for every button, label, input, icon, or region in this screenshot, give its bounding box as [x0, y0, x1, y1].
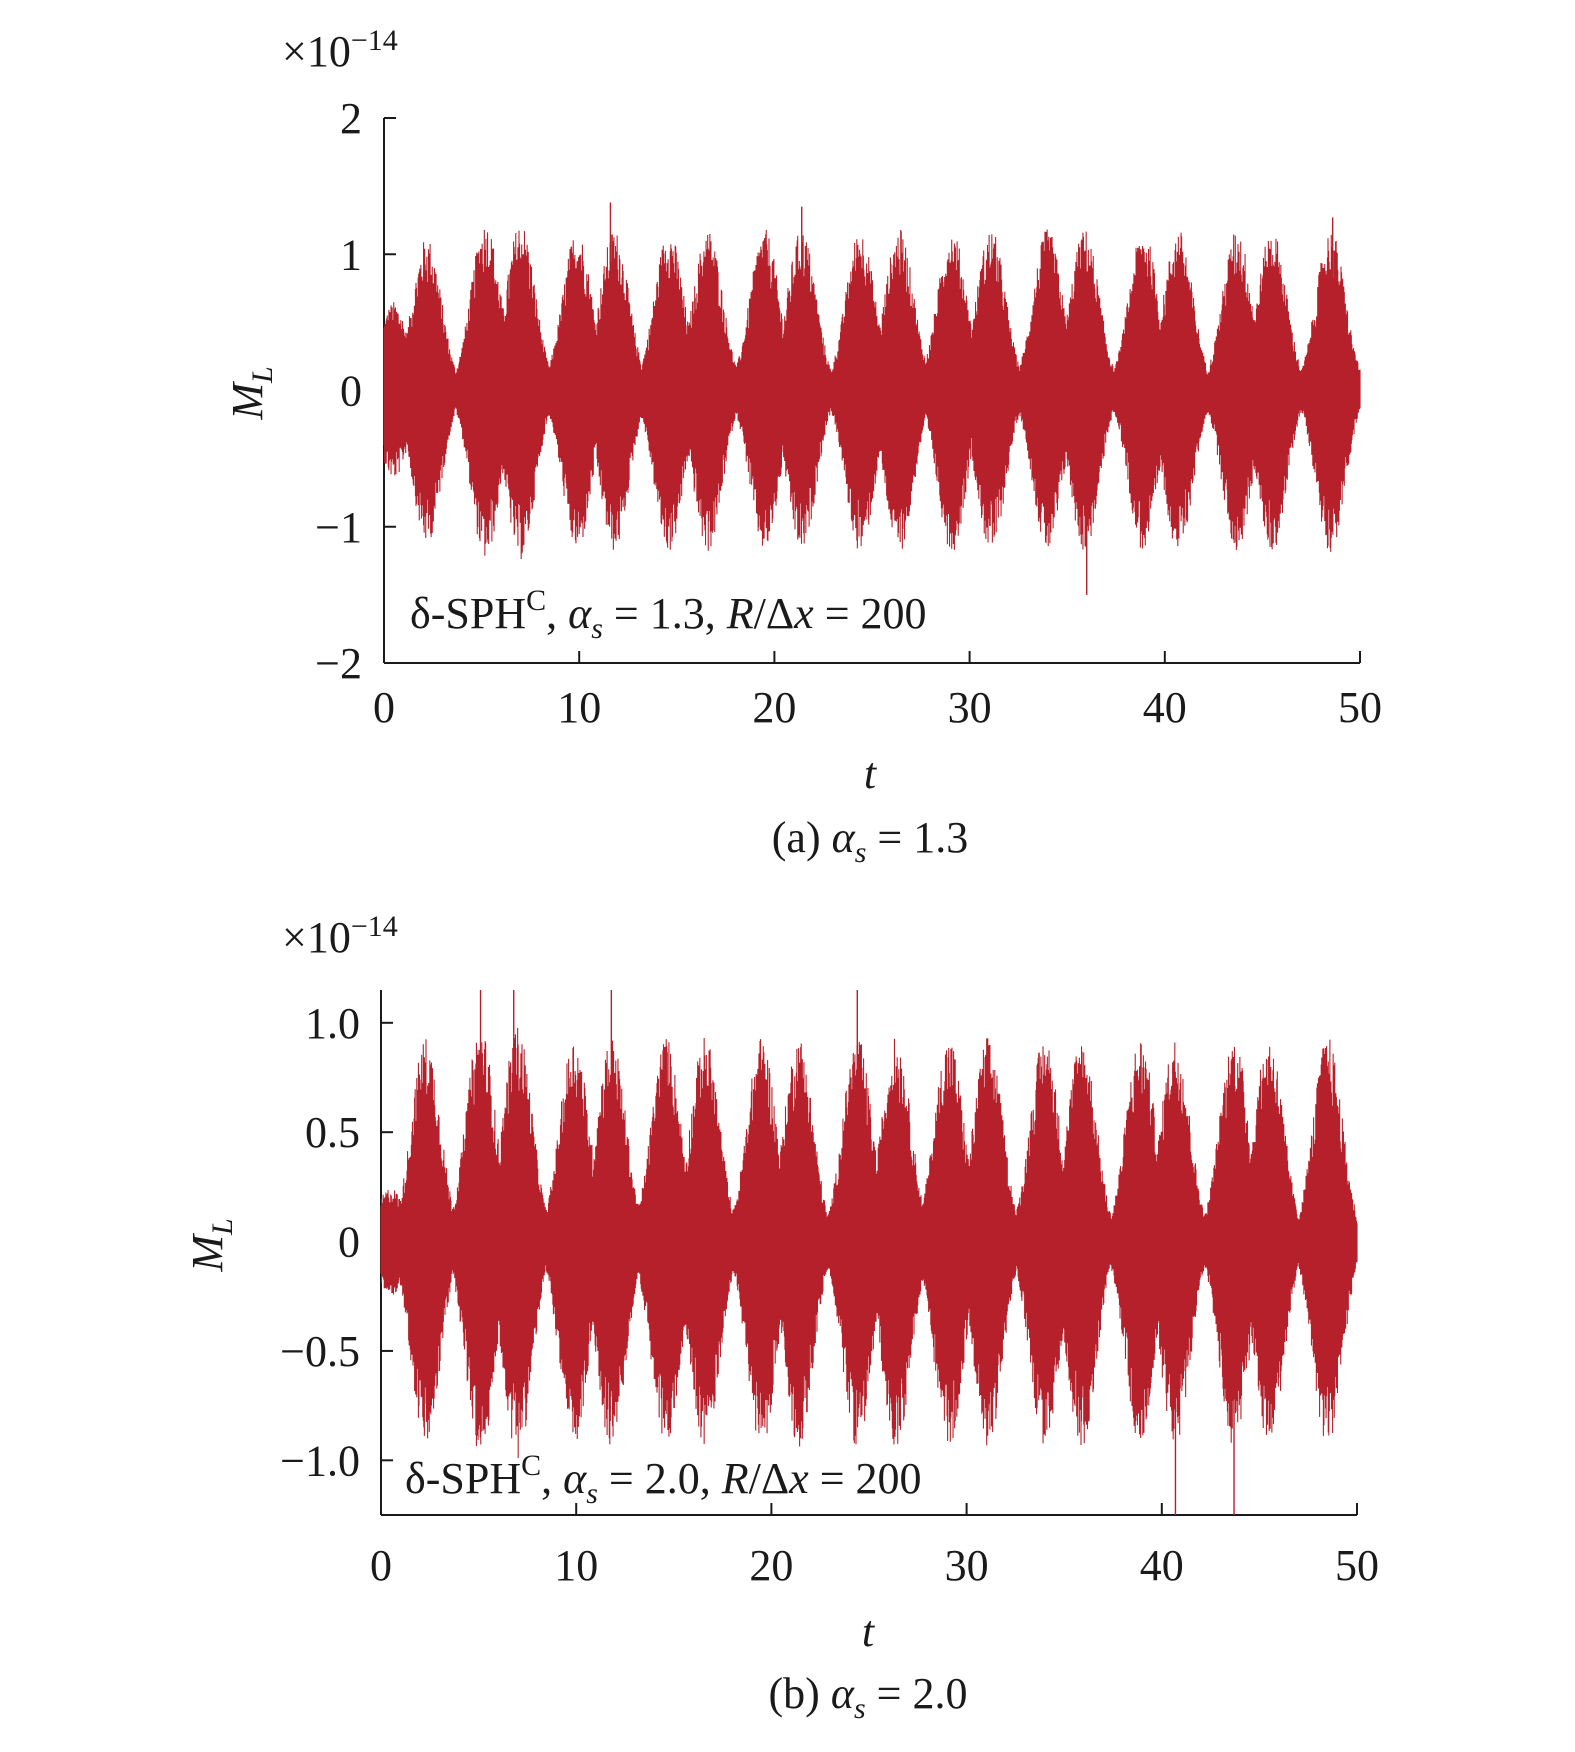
y-tick-label: 0 — [340, 367, 362, 416]
x-tick-label: 0 — [370, 1541, 392, 1590]
series-ml-a — [383, 202, 1361, 595]
x-tick-label: 10 — [557, 683, 601, 732]
annotation-a: δ-SPHC, αs = 1.3, R/Δx = 200 — [410, 584, 927, 645]
series-line — [380, 1027, 1358, 1458]
caption-a: (a) αs = 1.3 — [772, 813, 968, 869]
x-tick-label: 20 — [752, 683, 796, 732]
y-tick-label: −1.0 — [280, 1436, 360, 1485]
x-tick-label: 30 — [945, 1541, 989, 1590]
y-tick-label: 1 — [340, 230, 362, 279]
x-tick-label: 0 — [373, 683, 395, 732]
x-tick-label: 10 — [554, 1541, 598, 1590]
panel-b: ×10−14 0 10 20 30 40 50 −1.0 −0.5 0 0.5 1.0 ML t δ… — [183, 910, 1379, 1725]
x-axis-label-b: t — [862, 1607, 876, 1656]
y-axis-label-b: ML — [183, 1218, 239, 1272]
x-tick-label: 40 — [1140, 1541, 1184, 1590]
y-tick-label: −1 — [315, 503, 362, 552]
y-tick-label: 1.0 — [305, 999, 360, 1048]
annotation-b: δ-SPHC, αs = 2.0, R/Δx = 200 — [405, 1449, 922, 1510]
scale-note-a: ×10−14 — [282, 24, 398, 76]
scale-note-b: ×10−14 — [282, 910, 398, 962]
panel-a: ×10−14 0 10 20 30 40 50 −2 −1 0 1 2 ML t δ-SPHC, α… — [223, 24, 1382, 869]
axis-ticks-b: 0 10 20 30 40 50 −1.0 −0.5 0 0.5 1.0 — [280, 990, 1379, 1590]
y-axis-label-a: ML — [223, 366, 279, 420]
y-tick-label: 0 — [338, 1218, 360, 1267]
x-tick-label: 50 — [1335, 1541, 1379, 1590]
x-tick-label: 40 — [1143, 683, 1187, 732]
y-tick-label: −0.5 — [280, 1327, 360, 1376]
y-tick-label: 2 — [340, 94, 362, 143]
series-line — [383, 229, 1361, 560]
y-tick-label: 0.5 — [305, 1108, 360, 1157]
x-axis-label-a: t — [864, 749, 878, 798]
caption-b: (b) αs = 2.0 — [769, 1669, 968, 1725]
axis-ticks-a: 0 10 20 30 40 50 −2 −1 0 1 2 — [315, 94, 1382, 732]
x-tick-label: 20 — [749, 1541, 793, 1590]
x-tick-label: 50 — [1338, 683, 1382, 732]
x-tick-label: 30 — [948, 683, 992, 732]
y-tick-label: −2 — [315, 639, 362, 688]
series-ml-b — [380, 990, 1358, 1515]
